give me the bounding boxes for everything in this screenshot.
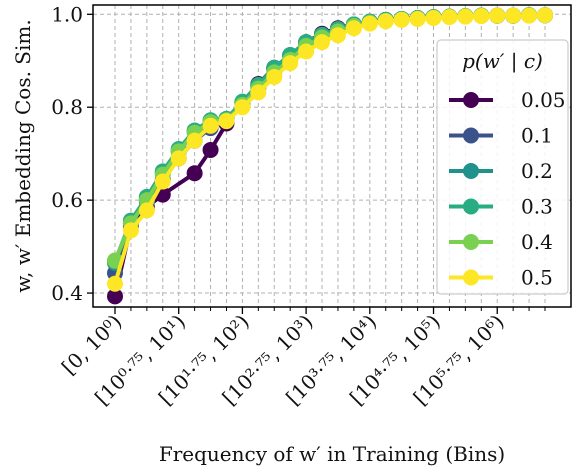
data-point [122, 222, 139, 239]
series-layer [107, 7, 553, 305]
data-point [234, 99, 251, 116]
data-point [409, 10, 426, 27]
legend: p(w′ | c) 0.05 0.1 0.2 0.3 0.4 0.5 [436, 39, 569, 295]
y-tick-label: 0.6 [51, 188, 83, 212]
data-point [425, 10, 442, 27]
data-point [218, 113, 235, 130]
series-0.5 [107, 7, 553, 292]
y-axis: 0.4 0.6 0.8 1.0 [51, 2, 93, 305]
legend-label: 0.1 [521, 124, 553, 148]
data-point [282, 55, 299, 72]
data-point [170, 150, 187, 167]
data-point [107, 275, 123, 292]
data-point [345, 20, 362, 37]
x-axis-title: Frequency of w′ in Training (Bins) [159, 442, 505, 466]
data-point [298, 43, 315, 60]
data-point [266, 69, 283, 86]
data-point [107, 288, 123, 305]
data-point [361, 15, 378, 32]
legend-swatch-marker [463, 92, 479, 108]
data-point [202, 117, 219, 134]
data-point [186, 165, 203, 182]
data-point [473, 8, 490, 25]
legend-title: p(w′ | c) [462, 49, 543, 74]
data-point [314, 34, 331, 51]
legend-swatch-marker [463, 269, 479, 286]
y-axis-title: w, w′ Embedding Cos. Sim. [11, 19, 35, 292]
data-point [537, 7, 553, 24]
legend-label: 0.05 [521, 88, 566, 112]
legend-swatch-marker [463, 163, 479, 179]
data-point [441, 9, 458, 26]
data-point [505, 7, 522, 24]
legend-swatch-marker [463, 234, 479, 250]
data-point [186, 132, 203, 149]
legend-swatch-marker [463, 198, 479, 215]
legend-swatch-marker [463, 127, 479, 144]
y-tick-label: 0.4 [51, 281, 83, 305]
data-point [154, 173, 171, 190]
data-point [521, 7, 538, 24]
data-point [457, 8, 474, 25]
data-point [138, 202, 155, 219]
y-tick-label: 1.0 [51, 2, 83, 26]
data-point [250, 84, 267, 101]
legend-label: 0.2 [521, 159, 553, 183]
data-point [489, 7, 506, 24]
data-point [329, 27, 346, 44]
y-tick-label: 0.8 [51, 95, 83, 119]
plot-frame [92, 4, 572, 308]
data-point [393, 11, 410, 28]
legend-label: 0.4 [521, 230, 553, 254]
data-point [377, 13, 394, 30]
data-point [202, 141, 219, 158]
legend-label: 0.3 [521, 195, 553, 219]
legend-label: 0.5 [521, 266, 553, 290]
x-axis: [0, 10⁰)[10⁰·⁷⁵, 10¹)[10¹·⁷⁵, 10²)[10²·⁷… [57, 307, 546, 410]
